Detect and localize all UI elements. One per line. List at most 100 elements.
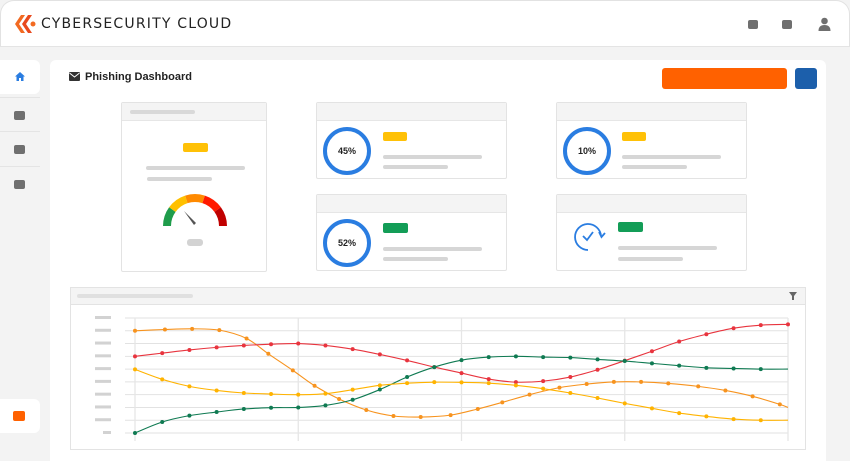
- data-point: [758, 418, 763, 423]
- sidebar: [0, 60, 40, 400]
- y-tick-label: [95, 367, 111, 371]
- data-point: [290, 368, 295, 373]
- data-point: [568, 375, 573, 380]
- data-point: [611, 379, 616, 384]
- gauge-segment: [202, 195, 221, 213]
- secondary-action-button[interactable]: [795, 68, 817, 89]
- data-point: [584, 382, 589, 387]
- data-point: [513, 383, 518, 388]
- data-point: [750, 394, 755, 399]
- data-point: [269, 392, 274, 397]
- y-tick-label: [95, 328, 111, 332]
- progress-ring: 52%: [323, 219, 371, 267]
- data-point: [541, 355, 546, 360]
- placeholder-text: [147, 177, 212, 181]
- data-point: [214, 388, 219, 393]
- data-point: [677, 411, 682, 416]
- data-point: [595, 395, 600, 400]
- sidebar-item[interactable]: [0, 131, 40, 167]
- chart-header: [71, 288, 805, 305]
- filter-icon[interactable]: [789, 292, 797, 300]
- data-point: [133, 367, 137, 372]
- placeholder-text: [622, 165, 687, 169]
- status-badge: [383, 132, 407, 141]
- data-point: [731, 366, 736, 371]
- placeholder-text: [383, 247, 482, 251]
- sidebar-item[interactable]: [0, 97, 40, 133]
- data-point: [677, 339, 682, 344]
- orange-square-icon: [13, 411, 25, 421]
- data-point: [162, 327, 167, 332]
- stat-card: 45%: [316, 102, 507, 179]
- status-badge: [618, 222, 643, 232]
- primary-action-button[interactable]: [662, 68, 787, 89]
- envelope-icon: [69, 72, 80, 81]
- stat-card: [556, 194, 747, 271]
- card-header: [317, 195, 506, 213]
- data-point: [405, 381, 410, 386]
- y-tick-label: [95, 405, 111, 409]
- data-point: [541, 386, 546, 391]
- data-point: [513, 380, 518, 385]
- brand-logo: [15, 15, 36, 33]
- data-point: [266, 351, 271, 356]
- data-point: [649, 361, 654, 366]
- data-point: [622, 401, 627, 406]
- data-point: [723, 388, 728, 393]
- data-point: [432, 365, 437, 370]
- home-icon: [15, 72, 25, 81]
- gauge-segment: [169, 195, 188, 213]
- card-header: [317, 103, 506, 121]
- data-point: [214, 345, 219, 350]
- data-point: [405, 375, 410, 380]
- y-tick-label: [103, 431, 111, 434]
- status-badge: [183, 143, 208, 152]
- data-point: [350, 397, 355, 402]
- data-point: [160, 351, 165, 356]
- data-point: [786, 322, 790, 327]
- data-point: [541, 379, 546, 384]
- data-point: [677, 363, 682, 368]
- user-icon[interactable]: [818, 17, 831, 31]
- data-point: [296, 341, 301, 346]
- data-point: [296, 392, 301, 397]
- y-tick-label: [95, 392, 111, 396]
- brand-name: CYBERSECURITY CLOUD: [41, 16, 233, 32]
- placeholder-text: [383, 155, 482, 159]
- sidebar-item[interactable]: [0, 166, 40, 202]
- gauge-segment: [214, 207, 227, 227]
- data-point: [364, 408, 369, 412]
- data-point: [133, 328, 137, 333]
- y-tick-label: [95, 379, 111, 383]
- square-icon[interactable]: [782, 20, 792, 29]
- placeholder-text: [622, 155, 721, 159]
- data-point: [133, 431, 137, 435]
- data-point: [377, 387, 382, 392]
- data-point: [649, 349, 654, 354]
- gauge-card: [121, 102, 267, 272]
- data-point: [160, 420, 165, 425]
- data-point: [350, 387, 355, 392]
- sidebar-bottom-item[interactable]: [0, 399, 40, 433]
- progress-ring: 10%: [563, 127, 611, 175]
- data-point: [500, 400, 505, 405]
- status-badge: [622, 132, 646, 141]
- card-header: [557, 195, 746, 213]
- y-tick-label: [95, 341, 111, 345]
- gauge-segment: [185, 194, 205, 204]
- card-header: [122, 103, 266, 121]
- square-icon: [14, 111, 25, 120]
- progress-ring: 45%: [323, 127, 371, 175]
- data-point: [241, 406, 246, 411]
- clock-check-icon: [574, 223, 606, 251]
- data-point: [731, 326, 736, 331]
- data-point: [704, 414, 709, 419]
- data-point: [269, 405, 274, 410]
- sidebar-item-home[interactable]: [0, 60, 40, 94]
- square-icon[interactable]: [748, 20, 758, 29]
- data-point: [269, 342, 274, 347]
- placeholder-text: [383, 257, 448, 261]
- data-point: [486, 381, 491, 386]
- data-point: [244, 336, 249, 341]
- data-point: [160, 377, 165, 382]
